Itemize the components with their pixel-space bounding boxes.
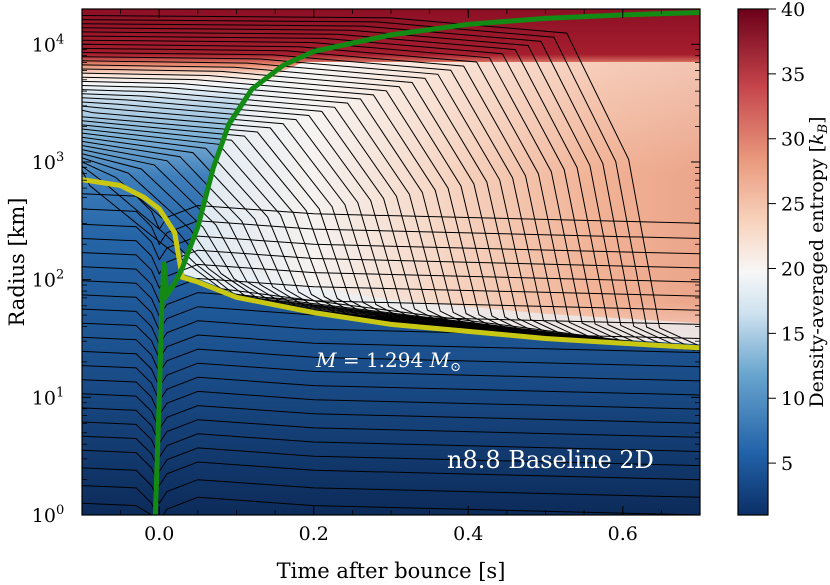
colorbar-tick-label: 30 [781,129,805,151]
colorbar-tick-label: 35 [781,64,805,86]
colorbar: 5 10 15 20 25 30 35 40 Density-averaged entropy… [737,0,830,516]
y-tick-label: 101 [32,385,64,409]
mass-shell-line [82,467,700,505]
colorbar-frame [737,8,769,516]
mass-shell-line [82,336,700,374]
panel-label: n8.8 Baseline 2D [447,446,654,474]
colorbar-ticks: 5 10 15 20 25 30 35 40 [768,0,805,475]
y-tick-label: 100 [32,503,64,527]
y-tick-label: 102 [32,268,64,292]
mass-shell-line [82,421,700,459]
mass-shell-line [82,379,700,417]
x-tick-label: 0.2 [299,523,329,545]
colorbar-tick-label: 25 [781,194,805,216]
x-axis-ticks: 0.0 0.2 0.4 0.6 [81,9,701,545]
mass-shell-curve [82,177,700,351]
y-tick-label: 104 [32,32,64,56]
y-tick-label: 103 [32,150,64,174]
x-tick-label: 0.6 [608,523,638,545]
colorbar-tick-label: 20 [781,258,805,280]
heated-region-shade [182,62,700,345]
y-axis-ticks: 100 101 102 103 104 [32,32,700,527]
mass-shell-line [82,350,700,388]
x-tick-label: 0.4 [453,523,483,545]
colorbar-tick-label: 15 [781,323,805,345]
mass-shell-line [82,502,205,515]
mass-shell-line [82,435,700,473]
mass-shell-line [82,365,700,402]
mass-shell-annotation: M = 1.294 M⊙ [315,348,461,375]
mass-shell-line [82,449,700,487]
mass-shell-line [82,223,700,261]
shock-radius-curve [152,10,700,515]
colorbar-tick-label: 40 [781,0,805,21]
colorbar-label: Density-averaged entropy [kB] [806,116,830,407]
colorbar-gradient [738,9,768,515]
x-tick-label: 0.0 [144,523,174,545]
colorbar-tick-label: 10 [781,388,805,410]
mass-shell-line [82,322,700,360]
y-axis-label: Radius [km] [5,198,29,327]
mass-shell-line [82,407,700,445]
mass-shell-line [82,208,700,246]
mass-shell-line [82,193,700,231]
x-axis-label: Time after bounce [s] [277,559,506,583]
mass-shell-line [82,485,700,515]
mass-shell-line [82,393,700,431]
colorbar-tick-label: 5 [781,453,793,475]
plot-area: M = 1.294 M⊙ n8.8 Baseline 2D [82,9,700,515]
